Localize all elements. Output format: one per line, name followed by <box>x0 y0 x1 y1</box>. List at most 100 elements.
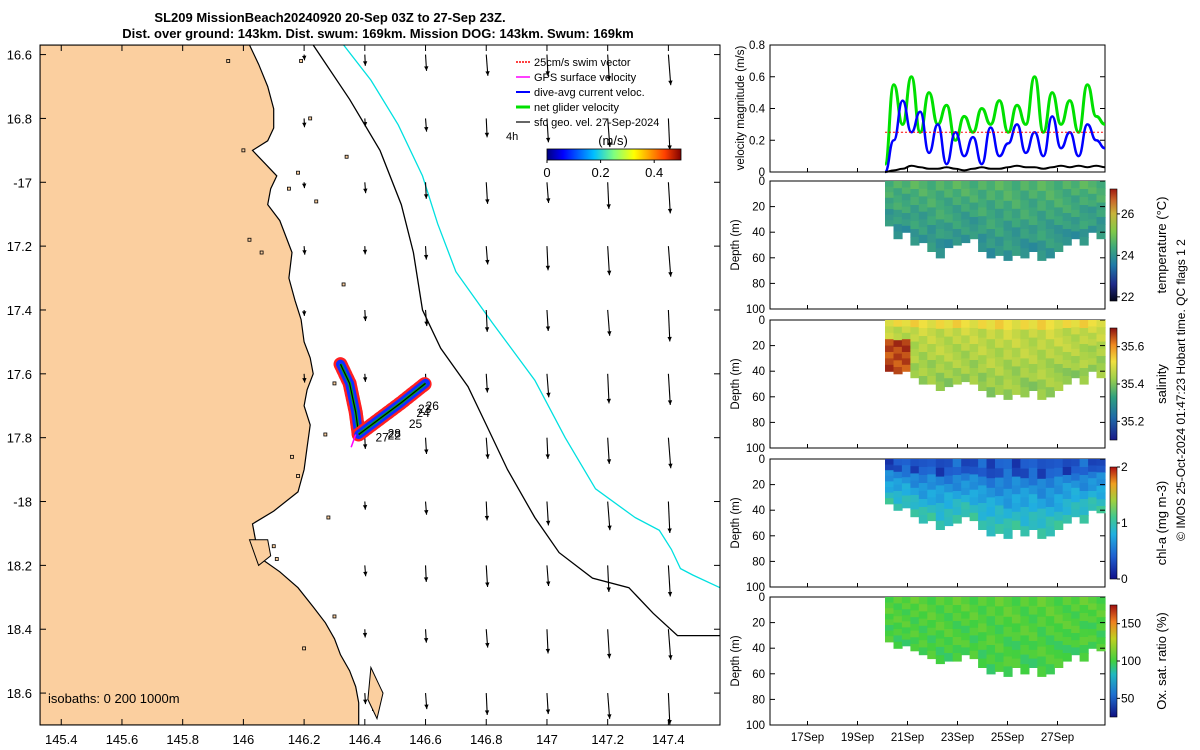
chla-cell <box>1054 467 1064 478</box>
temperature-cell <box>1071 181 1081 189</box>
salinity-cell <box>918 320 928 329</box>
oxygen-cell <box>901 621 911 628</box>
geo-velocity-arrowhead <box>667 208 673 214</box>
chla-cell <box>1003 518 1013 529</box>
oxygen-cell <box>910 623 920 632</box>
temperature-cell <box>885 197 895 204</box>
salinity-cell <box>885 326 895 334</box>
oxygen-colorbar <box>1109 604 1118 718</box>
temperature-cell <box>918 188 928 197</box>
temperature-cell <box>918 181 928 190</box>
geo-velocity-arrowhead <box>606 587 611 592</box>
temperature-cell <box>927 207 937 217</box>
salinity-cell <box>1011 357 1021 367</box>
temperature-cell <box>935 219 945 230</box>
salinity-cell <box>1045 368 1055 379</box>
oxygen-cell <box>1011 597 1021 607</box>
oxygen-cell <box>978 649 988 660</box>
temperature-cell <box>1088 213 1098 220</box>
chla-colorbar <box>1109 466 1118 580</box>
salinity-cell <box>1054 364 1064 374</box>
temperature-colorbar-tick-label: 26 <box>1121 207 1135 221</box>
geo-velocity-arrow <box>729 565 731 596</box>
oxygen-cell <box>1096 623 1106 632</box>
oxygen-cell <box>995 634 1005 644</box>
geo-velocity-arrowhead <box>545 326 551 331</box>
temperature-cell <box>1054 207 1064 217</box>
salinity-cell <box>1037 369 1047 381</box>
colorbar-tick-label: 0 <box>543 165 550 180</box>
salinity-cell <box>1045 329 1055 340</box>
salinity-cell <box>910 327 920 335</box>
salinity-cell <box>1003 349 1013 361</box>
chla-cell <box>1079 467 1089 476</box>
geo-velocity-arrowhead <box>546 392 551 398</box>
temperature-cell <box>893 224 903 232</box>
chla-cell <box>910 487 920 496</box>
temperature-cell <box>1054 242 1064 252</box>
oxygen-cell <box>918 618 928 627</box>
chla-cell <box>1054 511 1064 522</box>
chla-cell <box>1003 459 1013 470</box>
chla-cell <box>1037 508 1047 520</box>
oxygen-cell <box>1096 630 1106 638</box>
chla-cell <box>1062 459 1072 468</box>
salinity-cell <box>935 337 945 347</box>
oxygen-cell <box>927 597 937 606</box>
salinity-cell <box>927 352 937 361</box>
salinity-cell <box>1071 320 1081 328</box>
geo-velocity-arrowhead <box>302 122 307 128</box>
temperature-cell <box>1020 181 1030 192</box>
temperature-cell <box>1079 221 1089 230</box>
oxygen-cell <box>978 641 988 651</box>
geo-velocity-arrow <box>729 438 730 469</box>
oxygen-cell <box>969 635 979 644</box>
geo-velocity-arrowhead <box>485 71 490 76</box>
chla-cell <box>961 459 971 467</box>
temperature-cell <box>910 197 920 206</box>
geo-velocity-arrowhead <box>424 510 429 515</box>
salinity-cell <box>927 360 937 369</box>
temperature-cell <box>918 211 928 220</box>
map-x-tick-label: 145.6 <box>106 732 139 747</box>
geo-velocity-arrow <box>667 54 672 86</box>
temperature-cell <box>1054 181 1064 191</box>
salinity-cell <box>901 358 911 366</box>
chla-cell <box>885 481 895 488</box>
temperature-cell <box>995 236 1005 247</box>
chla-cell <box>1054 520 1064 530</box>
chla-cell <box>1071 480 1081 489</box>
oxygen-cell <box>1071 640 1081 648</box>
oxygen-cell <box>944 653 954 662</box>
chla-cell <box>901 495 911 503</box>
chla-cell <box>927 497 937 506</box>
geo-velocity-arrowhead <box>606 204 611 209</box>
chla-cell <box>961 466 971 474</box>
temperature-cell <box>1003 240 1013 251</box>
oxygen-cell <box>952 605 962 614</box>
salinity-cell <box>1071 363 1081 371</box>
geo-velocity-arrowhead <box>423 254 429 260</box>
salinity-cell <box>978 337 988 347</box>
salinity-cell <box>995 375 1005 386</box>
temperature-cell <box>952 221 962 230</box>
temperature-cell <box>1037 220 1047 232</box>
oxygen-cell <box>986 616 996 627</box>
oxygen-cell <box>885 625 895 632</box>
temperature-cell <box>1088 181 1098 188</box>
oxygen-cell <box>918 597 928 605</box>
temperature-cell <box>1020 248 1030 259</box>
oxygen-cell <box>1028 605 1038 616</box>
chla-cell <box>969 497 979 506</box>
temperature-cell <box>978 207 988 217</box>
island <box>226 59 231 63</box>
chla-cell <box>986 526 996 537</box>
oxygen-cell <box>1045 625 1055 636</box>
temperature-cell <box>893 209 903 218</box>
time-tick-label: 25Sep <box>991 732 1024 744</box>
map-x-tick-label: 146.2 <box>288 732 321 747</box>
oxygen-cell <box>1045 597 1055 608</box>
geo-velocity-arrow <box>607 246 611 276</box>
